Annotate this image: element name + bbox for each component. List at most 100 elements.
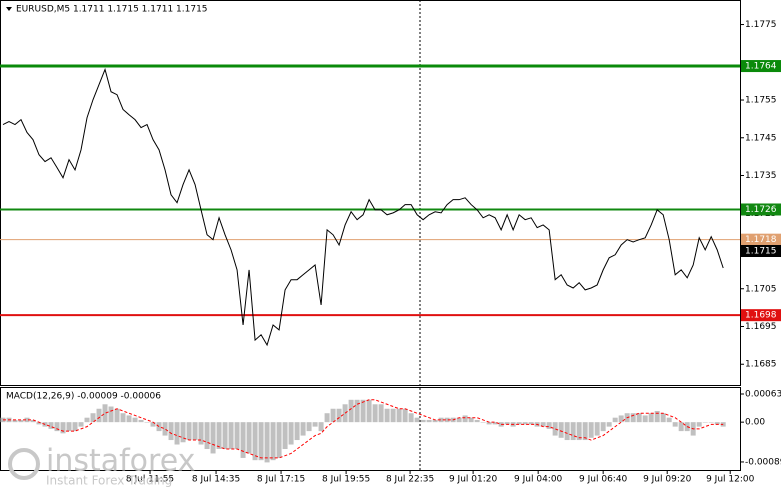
watermark-tagline: Instant Forex Trading <box>46 474 172 488</box>
macd-bar <box>270 422 276 461</box>
macd-bar <box>306 422 312 432</box>
macd-bar <box>582 422 588 441</box>
macd-bar <box>258 422 264 461</box>
menu-arrow <box>6 7 12 11</box>
macd-bar <box>576 422 582 441</box>
macd-bar <box>252 422 258 461</box>
macd-bar <box>408 413 414 423</box>
macd-bar <box>174 422 180 445</box>
macd-bar <box>360 399 366 423</box>
macd-bar <box>414 417 420 423</box>
macd-y-tick-label: 0.00 <box>745 418 765 428</box>
macd-bar <box>426 419 432 423</box>
macd-bar <box>282 422 288 449</box>
macd-bar <box>240 422 246 458</box>
macd-bar <box>108 406 114 423</box>
macd-bar <box>348 399 354 423</box>
macd-bar <box>594 422 600 436</box>
level-label: 1.1726 <box>745 205 777 215</box>
macd-bar <box>390 408 396 423</box>
macd-bar <box>162 422 168 436</box>
macd-bar <box>612 417 618 423</box>
macd-bar <box>216 422 222 449</box>
macd-bar <box>696 422 702 427</box>
macd-bar <box>222 422 228 449</box>
y-tick-label: 1.1695 <box>745 322 777 332</box>
macd-bar <box>78 422 84 427</box>
macd-bar <box>12 419 18 423</box>
macd-bar <box>24 417 30 423</box>
macd-bar <box>636 413 642 423</box>
level-label: 1.1698 <box>745 311 777 321</box>
macd-bar <box>354 399 360 423</box>
macd-bar <box>276 422 282 458</box>
macd-bar <box>606 422 612 427</box>
y-tick-label: 1.1705 <box>745 284 777 294</box>
watermark-logo <box>8 448 40 480</box>
macd-bar <box>438 417 444 423</box>
macd-bar <box>246 422 252 454</box>
macd-bar <box>642 415 648 423</box>
macd-bar <box>228 422 234 449</box>
macd-bar <box>330 408 336 423</box>
macd-bar <box>96 408 102 423</box>
macd-bar <box>486 422 492 425</box>
macd-bar <box>234 422 240 449</box>
macd-bar <box>132 417 138 423</box>
macd-bar <box>618 415 624 423</box>
macd-bar <box>528 422 534 425</box>
macd-bar <box>552 422 558 436</box>
macd-bar <box>588 422 594 438</box>
level-label-box <box>741 203 781 216</box>
y-tick-label: 1.1735 <box>745 171 777 181</box>
macd-bar <box>150 422 156 427</box>
price-panel-frame <box>0 0 741 386</box>
macd-bar <box>186 422 192 441</box>
macd-bar <box>210 422 216 454</box>
last-price-label: 1.1715 <box>745 247 777 257</box>
macd-bar <box>48 422 54 429</box>
macd-bar <box>432 419 438 423</box>
macd-bar <box>114 408 120 423</box>
level-label: 1.1718 <box>745 235 777 245</box>
macd-bar <box>516 422 522 425</box>
macd-bar <box>372 404 378 423</box>
macd-y-tick-label: 0.00063 <box>745 389 781 399</box>
macd-bar <box>144 422 150 423</box>
macd-bar <box>84 417 90 423</box>
x-tick-label: 9 Jul 01:20 <box>449 475 498 485</box>
macd-bar <box>660 413 666 423</box>
macd-bar <box>18 419 24 423</box>
macd-bar <box>456 417 462 423</box>
level-label-box <box>741 233 781 246</box>
macd-bar <box>462 415 468 423</box>
macd-bar <box>54 422 60 432</box>
macd-bar <box>714 422 720 425</box>
macd-bar <box>672 422 678 427</box>
x-tick-label: 8 Jul 11:55 <box>126 475 174 485</box>
macd-bar <box>378 404 384 423</box>
macd-bar <box>708 422 714 423</box>
x-tick-label: 8 Jul 14:35 <box>192 475 240 485</box>
macd-bar <box>30 419 36 423</box>
macd-bar <box>204 422 210 449</box>
macd-bar <box>444 417 450 423</box>
chart-title: EURUSD,M5 1.1711 1.1715 1.1711 1.1715 <box>16 5 208 15</box>
macd-bar <box>504 422 510 425</box>
macd-bar <box>36 422 42 425</box>
macd-bar <box>168 422 174 441</box>
macd-signal <box>3 399 724 459</box>
y-tick-label: 1.1745 <box>745 133 777 143</box>
macd-bar <box>60 422 66 434</box>
y-tick-label: 1.1685 <box>745 360 777 370</box>
x-tick-label: 8 Jul 17:15 <box>257 475 305 485</box>
macd-bar <box>648 413 654 423</box>
macd-bar <box>468 417 474 423</box>
macd-bar <box>90 413 96 423</box>
macd-bar <box>564 422 570 441</box>
macd-bar <box>366 399 372 423</box>
macd-bar <box>198 422 204 445</box>
macd-bar <box>138 419 144 423</box>
